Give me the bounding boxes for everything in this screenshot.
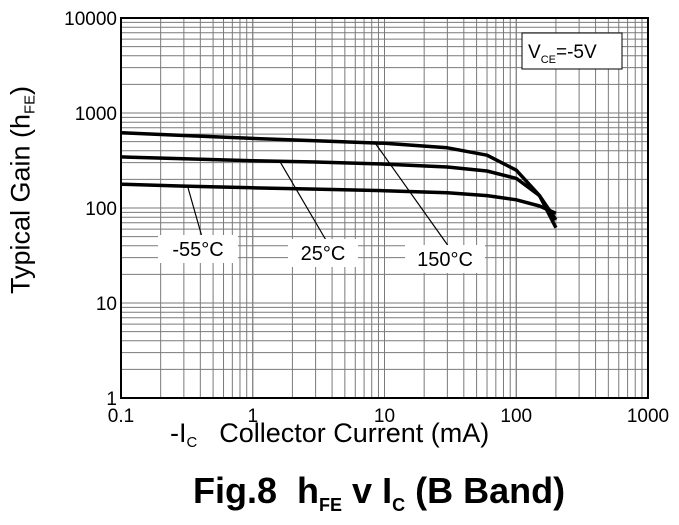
curves <box>120 130 558 229</box>
label-leader-line <box>374 142 450 248</box>
series-line <box>120 130 558 229</box>
x-tick-label: 100 <box>500 406 532 427</box>
y-axis-label-wrap: Typical Gain (hFE) <box>5 40 39 340</box>
curve-label-box <box>288 239 358 267</box>
series-line <box>120 182 557 215</box>
label-leader-line <box>279 160 328 242</box>
vce-annotation: VCE=-5V <box>528 42 597 66</box>
curve-label: 150°C <box>417 249 473 271</box>
curve-label-box <box>405 245 485 273</box>
x-axis-label: -IC Collector Current (mA) <box>170 418 490 452</box>
curve-label-box <box>158 235 238 263</box>
plot-border <box>120 17 649 399</box>
y-tick-label: 10000 <box>64 9 117 30</box>
curve-label: -55°C <box>172 239 223 261</box>
plot-frame <box>120 17 649 399</box>
figure-title: Fig.8 hFE v IC (B Band) <box>193 470 566 516</box>
label-leader-line <box>186 185 203 238</box>
y-tick-label: 1 <box>106 389 117 410</box>
y-tick-label: 10 <box>96 294 117 315</box>
y-tick-label: 1000 <box>75 104 117 125</box>
x-tick-label: 1000 <box>627 406 669 427</box>
y-tick-label: 100 <box>85 199 117 220</box>
vce-annotation-box <box>521 32 623 70</box>
series-line <box>120 155 558 221</box>
curve-labels: -55°C 25°C 150°C VCE=-5V <box>158 32 623 273</box>
x-tick-label: 1 <box>247 406 258 427</box>
x-tick-label: 10 <box>374 406 395 427</box>
curve-label: 25°C <box>301 243 346 265</box>
y-axis-label: Typical Gain (hFE) <box>5 85 39 295</box>
grid <box>120 17 649 399</box>
x-tick-label: 0.1 <box>108 406 134 427</box>
